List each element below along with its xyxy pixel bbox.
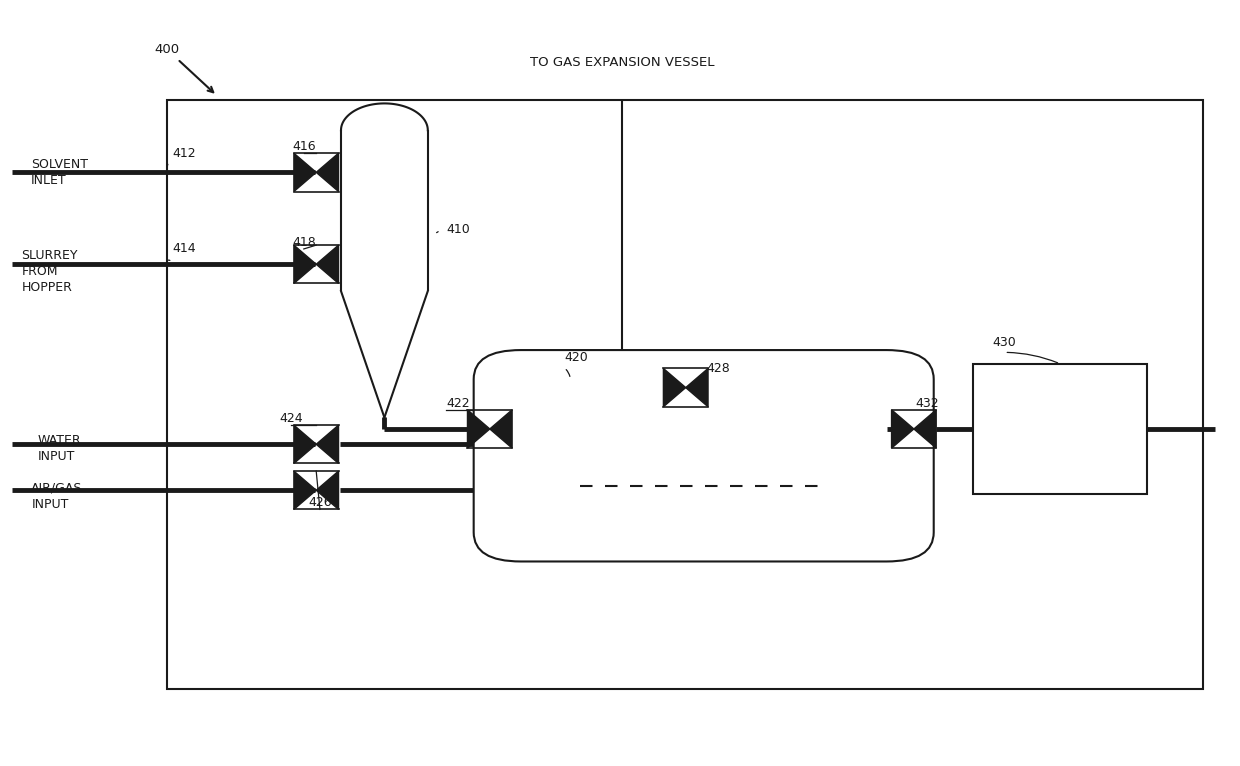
Text: 430: 430 — [992, 336, 1017, 349]
Polygon shape — [467, 410, 490, 448]
Text: 432: 432 — [915, 397, 939, 410]
Text: 428: 428 — [707, 362, 730, 375]
Text: 424: 424 — [279, 412, 304, 425]
Text: 416: 416 — [291, 140, 316, 153]
Polygon shape — [892, 410, 914, 448]
Text: SOLVENT
INLET: SOLVENT INLET — [31, 158, 88, 187]
Polygon shape — [316, 245, 339, 283]
Polygon shape — [316, 153, 339, 192]
Text: AIR/GAS
INPUT: AIR/GAS INPUT — [31, 482, 83, 511]
Text: 410: 410 — [446, 224, 470, 236]
Polygon shape — [294, 471, 316, 509]
Text: 414: 414 — [172, 243, 196, 255]
Polygon shape — [663, 368, 686, 407]
Text: 400: 400 — [155, 44, 213, 92]
Polygon shape — [914, 410, 936, 448]
Text: TO GAS EXPANSION VESSEL: TO GAS EXPANSION VESSEL — [531, 56, 714, 69]
Polygon shape — [686, 368, 708, 407]
Text: 422: 422 — [446, 397, 470, 410]
Polygon shape — [316, 425, 339, 463]
Polygon shape — [316, 471, 339, 509]
Text: 418: 418 — [291, 236, 316, 249]
Polygon shape — [294, 153, 316, 192]
Text: WATER
INPUT: WATER INPUT — [37, 434, 82, 463]
Polygon shape — [490, 410, 512, 448]
FancyBboxPatch shape — [474, 350, 934, 561]
Bar — [167, 100, 1203, 689]
Bar — [973, 364, 1147, 494]
Polygon shape — [294, 245, 316, 283]
Text: 412: 412 — [172, 147, 196, 159]
Text: 420: 420 — [564, 351, 588, 364]
Text: SLURREY
FROM
HOPPER: SLURREY FROM HOPPER — [21, 250, 78, 294]
Text: 426: 426 — [308, 496, 332, 509]
Polygon shape — [294, 425, 316, 463]
